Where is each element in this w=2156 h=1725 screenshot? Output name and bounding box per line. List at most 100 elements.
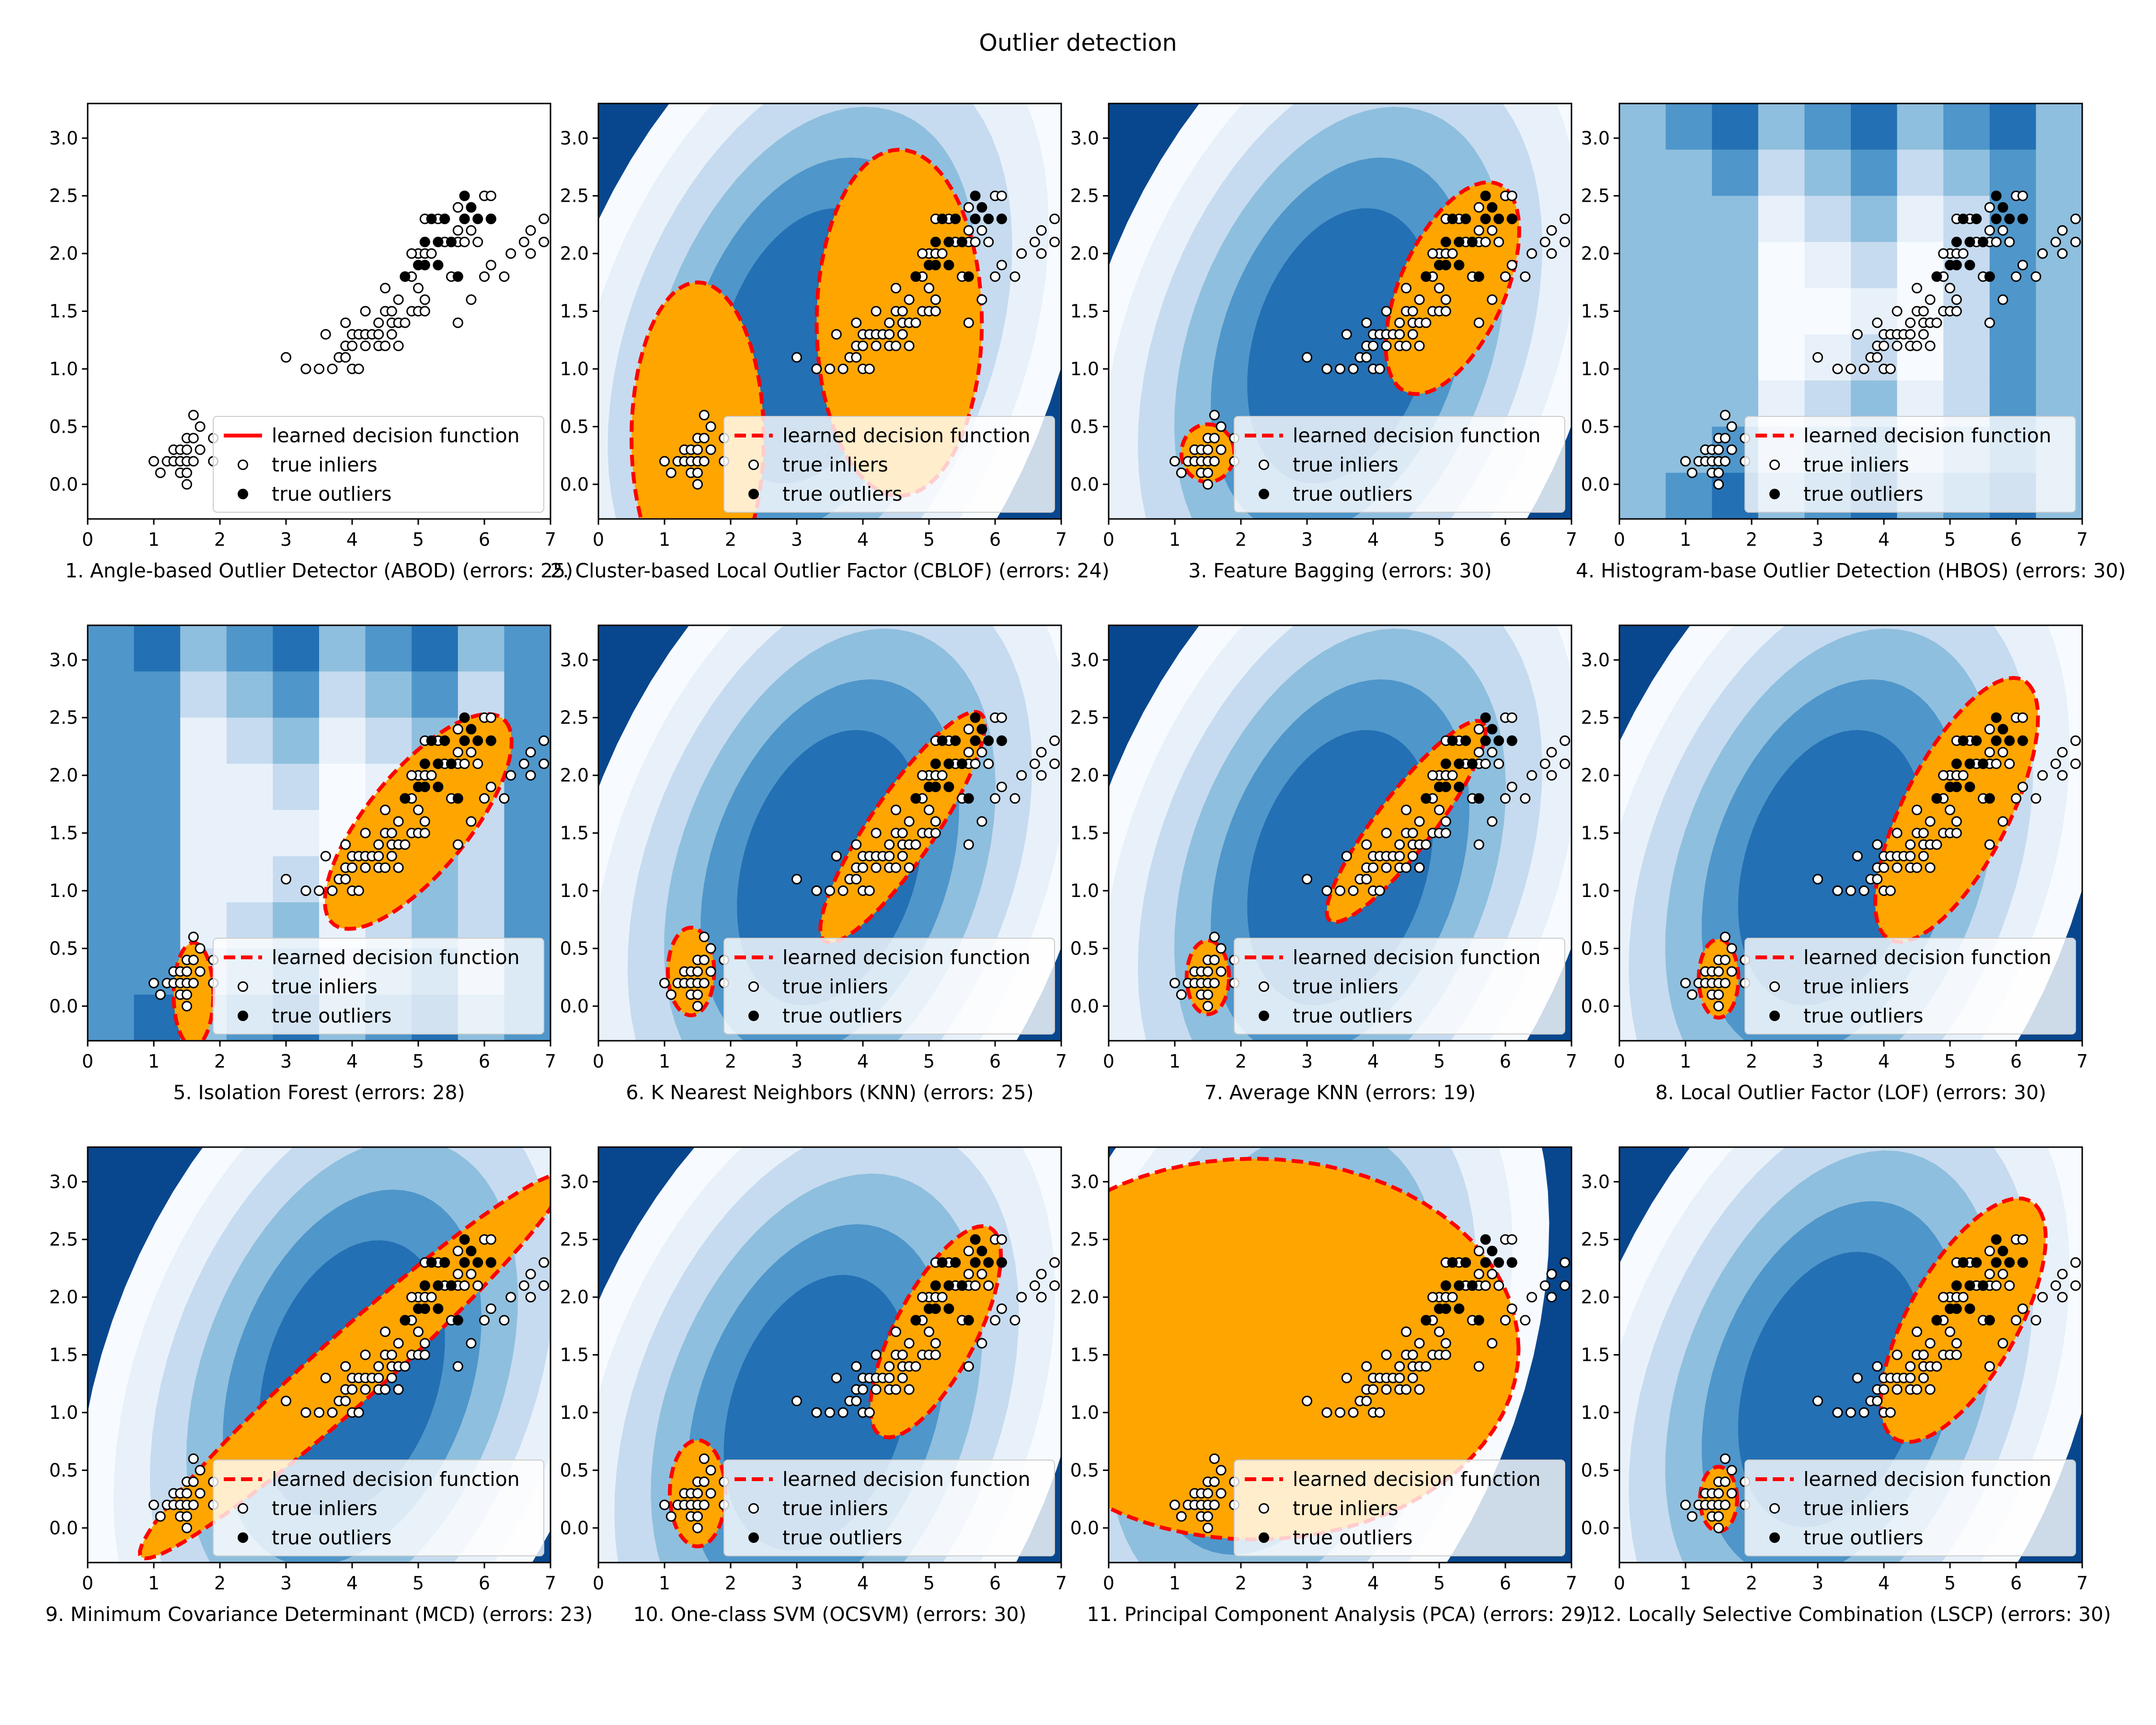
inlier-point (1720, 433, 1731, 444)
inlier-point (195, 1488, 206, 1499)
outlier-point (976, 724, 987, 735)
legend-inlier-label: true inliers (782, 453, 888, 476)
inlier-point (1440, 1338, 1451, 1349)
inlier-point (182, 1522, 192, 1533)
subplot-title: 1. Angle-based Outlier Detector (ABOD) (… (65, 559, 573, 582)
inlier-point (426, 770, 437, 781)
inlier-point (452, 1361, 463, 1372)
contour-cell (504, 671, 550, 718)
inlier-point (1368, 1384, 1378, 1395)
y-tick-label: 2.0 (1581, 1287, 1610, 1308)
x-tick-label: 3 (1812, 1051, 1823, 1072)
inlier-point (1473, 317, 1484, 328)
inlier-point (400, 317, 411, 328)
inlier-point (665, 989, 677, 1000)
contour-cell (1804, 104, 1851, 150)
inlier-point (1832, 1407, 1843, 1418)
inlier-point (2017, 190, 2028, 201)
inlier-point (2030, 271, 2041, 282)
inlier-point (1440, 294, 1451, 305)
inlier-point (380, 1384, 390, 1395)
contour-cell (1665, 196, 1713, 242)
legend: learned decision function true inliers tru… (723, 938, 1055, 1035)
outlier-point (1931, 1315, 1942, 1326)
inlier-point (1361, 839, 1372, 850)
inlier-point (400, 1361, 411, 1372)
outlier-point (943, 759, 954, 769)
legend: learned decision function true inliers tru… (723, 1460, 1055, 1556)
inlier-point (1812, 874, 1823, 885)
outlier-point (970, 735, 981, 746)
contour-cell (1712, 334, 1759, 381)
legend-inlier-label: true inliers (782, 1497, 888, 1520)
inlier-point (970, 237, 981, 247)
inlier-point (996, 712, 1007, 723)
inlier-point (188, 456, 199, 467)
inlier-point (1726, 966, 1737, 977)
outlier-point (957, 1280, 967, 1291)
outlier-point (1454, 1303, 1465, 1314)
y-tick-label: 0.5 (560, 1460, 589, 1481)
outlier-point (1480, 712, 1491, 723)
inlier-point (314, 885, 324, 896)
inlier-point (1812, 1395, 1823, 1406)
inlier-point (1539, 1280, 1550, 1291)
inlier-point (1447, 770, 1458, 781)
contour-cell (88, 625, 135, 672)
y-tick-label: 0.5 (1581, 416, 1610, 437)
contour-cell (180, 717, 227, 764)
inlier-point (1991, 759, 2002, 769)
inlier-point (1951, 828, 1962, 839)
inlier-point (1912, 862, 1922, 873)
contour-cell (1897, 334, 1944, 381)
x-tick-label: 7 (545, 529, 556, 550)
inlier-point (1905, 851, 1916, 862)
outlier-point (1506, 1257, 1517, 1268)
inlier-point (976, 816, 987, 827)
contour-cell (1665, 334, 1713, 381)
contour-cell (1712, 196, 1759, 242)
inlier-point (659, 1499, 670, 1510)
inlier-point (990, 793, 1000, 804)
inlier-point (1209, 1453, 1220, 1464)
y-tick-label: 1.0 (1070, 358, 1099, 380)
outlier-point (459, 712, 470, 723)
inlier-point (692, 444, 703, 455)
inlier-point (1381, 1349, 1392, 1360)
outlier-point (1991, 712, 2002, 723)
x-tick-label: 4 (857, 1573, 869, 1594)
inlier-point (149, 1499, 159, 1510)
outlier-point (1958, 735, 1969, 746)
x-tick-label: 0 (1614, 529, 1625, 550)
inlier-point (1879, 862, 1889, 873)
y-tick-label: 0.0 (49, 474, 78, 495)
x-tick-label: 4 (1878, 1573, 1890, 1594)
inlier-point (525, 770, 536, 781)
scatter-points (1680, 190, 2081, 490)
inlier-point (2050, 237, 2061, 247)
x-tick-label: 7 (1566, 1573, 1577, 1594)
inlier-point (1170, 978, 1180, 989)
contour-cell (1897, 104, 1944, 150)
contour-cell (273, 625, 320, 672)
legend-inlier-label: true inliers (782, 975, 888, 998)
inlier-point (188, 433, 199, 444)
x-tick-label: 2 (725, 1573, 736, 1594)
x-tick-label: 5 (1434, 529, 1445, 550)
x-tick-label: 6 (1500, 529, 1511, 550)
outlier-point (950, 213, 961, 224)
legend-box (1744, 938, 2076, 1035)
contour-cell (134, 671, 181, 718)
inlier-point (1401, 340, 1411, 351)
inlier-point (373, 1372, 384, 1383)
inlier-point (917, 1292, 928, 1303)
outlier-point (970, 1257, 981, 1268)
inlier-point (1846, 885, 1856, 896)
inlier-point (479, 1315, 490, 1326)
x-tick-label: 5 (413, 529, 424, 550)
legend-box (723, 1460, 1055, 1556)
contour-cell (319, 671, 366, 718)
inlier-point (373, 839, 384, 850)
y-tick-label: 1.0 (560, 880, 589, 901)
inlier-point (2050, 1280, 2061, 1291)
